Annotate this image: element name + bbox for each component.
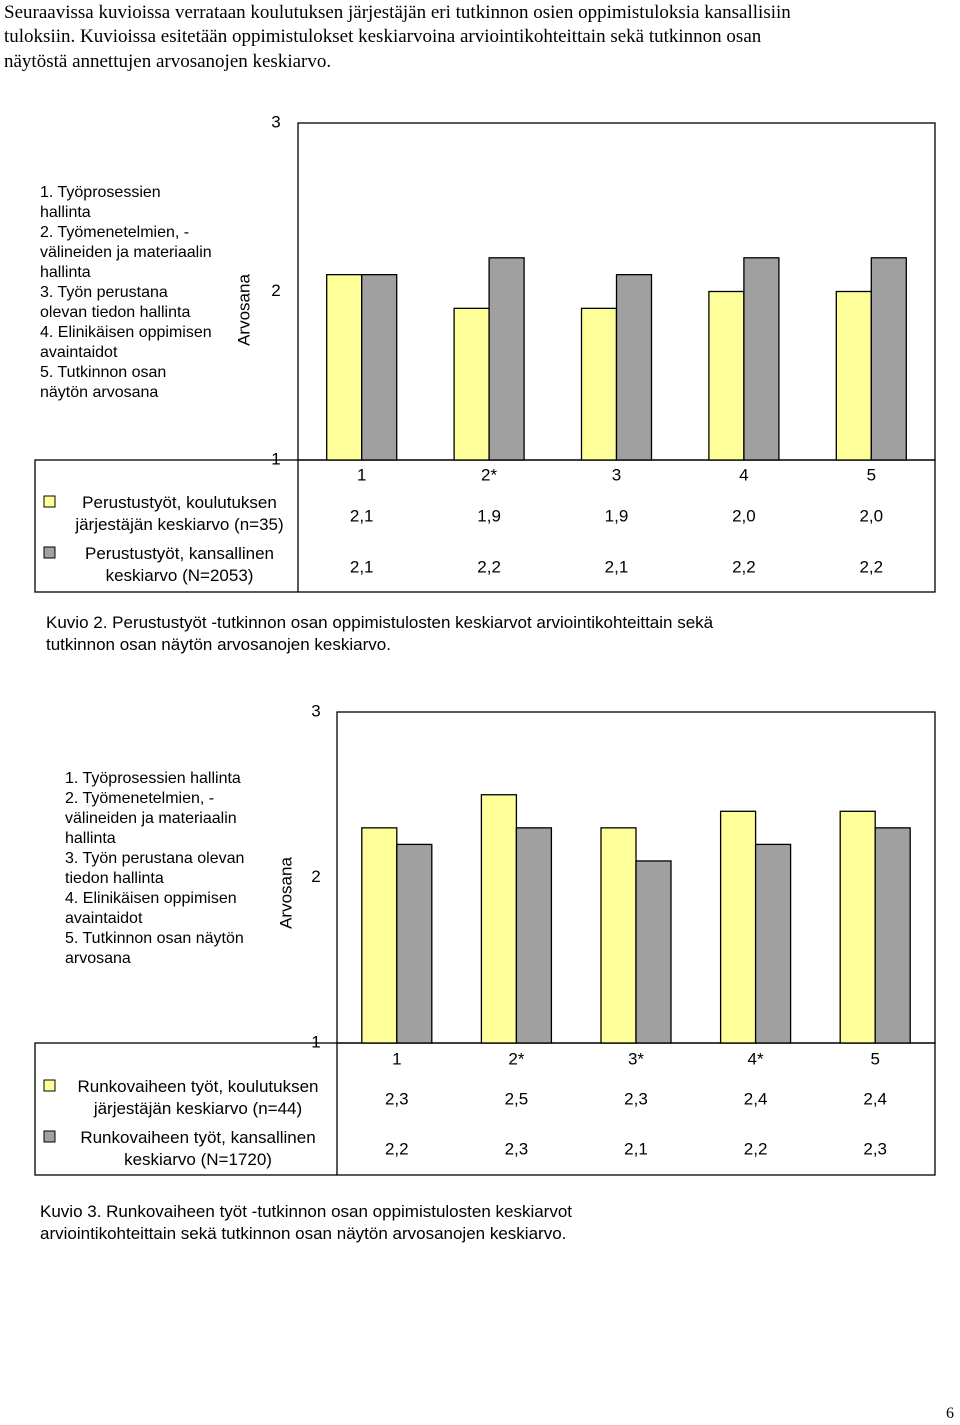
category-label: 5 — [870, 1049, 879, 1068]
value-label: 2,3 — [505, 1139, 529, 1158]
legend-label: Perustustyöt, koulutuksen järjestäjän ke… — [75, 493, 284, 534]
value-label: 2,2 — [732, 557, 756, 576]
bar — [635, 860, 672, 1044]
value-label: 2,2 — [744, 1139, 768, 1158]
intro-line: Seuraavissa kuvioissa verrataan koulutuk… — [4, 2, 791, 23]
bar — [870, 257, 907, 461]
bar — [580, 307, 618, 461]
value-label: 2,3 — [624, 1089, 648, 1108]
category-description: 1. Työprosessien hallinta — [40, 184, 161, 221]
bar — [361, 827, 398, 1044]
legend-swatch — [43, 1130, 56, 1143]
value-label: 2,4 — [744, 1089, 768, 1108]
legend-swatch — [43, 546, 56, 559]
category-label: 2* — [481, 465, 497, 484]
bar — [708, 290, 745, 461]
value-label: 2,3 — [863, 1139, 887, 1158]
value-label: 2,2 — [477, 557, 501, 576]
bar — [600, 827, 637, 1044]
category-label: 5 — [867, 465, 876, 484]
value-label: 2,1 — [624, 1139, 648, 1158]
value-label: 2,4 — [863, 1089, 887, 1108]
bar — [719, 810, 757, 1044]
bar — [453, 307, 490, 461]
category-label: 3 — [612, 465, 621, 484]
bar — [615, 273, 653, 461]
bar — [874, 827, 911, 1044]
category-description: 5. Tutkinnon osan näytön arvosana — [65, 930, 244, 967]
legend-swatch — [43, 1079, 56, 1092]
intro-line: tuloksiin. Kuvioissa esitetään oppimistu… — [4, 26, 762, 47]
category-label: 1 — [357, 465, 366, 484]
y-tick-label: 3 — [271, 112, 280, 131]
value-label: 2,0 — [732, 506, 756, 525]
caption: Kuvio 3. Runkovaiheen työt -tutkinnon os… — [40, 1202, 573, 1243]
value-label: 2,2 — [385, 1139, 409, 1158]
category-descriptions: 1. Työprosessien hallinta 2. Työmenetelmi… — [65, 769, 245, 969]
value-label: 1,9 — [477, 506, 501, 525]
value-label: 2,1 — [350, 557, 374, 576]
category-description: 5. Tutkinnon osan näytön arvosana — [40, 364, 167, 401]
category-description: 2. Työmenetelmien, -välineiden ja materi… — [40, 224, 212, 281]
category-label: 4* — [748, 1049, 764, 1068]
bar — [488, 257, 525, 461]
value-label: 2,1 — [350, 506, 374, 525]
value-label: 2,2 — [859, 557, 883, 576]
bar — [743, 257, 780, 461]
page-number: 6 — [946, 1405, 954, 1422]
category-label: 2* — [508, 1049, 524, 1068]
category-description: 4. Elinikäisen oppimisen avaintaidot — [40, 324, 212, 361]
value-label: 2,5 — [505, 1089, 529, 1108]
bar — [326, 273, 363, 461]
intro-line: näytöstä annettujen arvosanojen keskiarv… — [4, 51, 332, 72]
value-label: 2,0 — [859, 506, 883, 525]
bar — [396, 843, 433, 1044]
category-label: 4 — [739, 465, 748, 484]
category-description: 2. Työmenetelmien, -välineiden ja materi… — [65, 790, 237, 847]
legend-label: Runkovaiheen työt, kansallinen keskiarvo… — [80, 1128, 316, 1169]
legend-label: Runkovaiheen työt, koulutuksen järjestäj… — [77, 1077, 319, 1118]
bar — [480, 794, 518, 1044]
y-tick-label: 3 — [311, 701, 320, 720]
y-axis-label: Arvosana — [234, 274, 253, 346]
caption: Kuvio 2. Perustustyöt -tutkinnon osan op… — [46, 613, 714, 654]
category-description: 3. Työn perustana olevan tiedon hallinta — [65, 850, 245, 887]
y-tick-label: 1 — [271, 449, 280, 468]
legend-swatch — [43, 495, 56, 508]
category-label: 3* — [628, 1049, 644, 1068]
bar — [835, 290, 872, 461]
bar — [515, 827, 553, 1044]
y-tick-label: 2 — [271, 281, 280, 300]
value-label: 2,1 — [605, 557, 629, 576]
y-tick-label: 2 — [311, 867, 320, 886]
bar — [839, 810, 876, 1044]
category-descriptions: 1. Työprosessien hallinta 2. Työmenetelmi… — [40, 183, 215, 403]
bar — [754, 843, 792, 1044]
legend-label: Perustustyöt, kansallinen keskiarvo (N=2… — [85, 544, 274, 585]
y-axis-label: Arvosana — [276, 857, 295, 929]
bar — [361, 273, 398, 461]
category-description: 3. Työn perustana olevan tiedon hallinta — [40, 284, 191, 321]
value-label: 1,9 — [605, 506, 629, 525]
value-label: 2,3 — [385, 1089, 409, 1108]
category-description: 4. Elinikäisen oppimisen avaintaidot — [65, 890, 237, 927]
category-label: 1 — [392, 1049, 401, 1068]
y-tick-label: 1 — [311, 1032, 320, 1051]
category-description: 1. Työprosessien hallinta — [65, 770, 241, 787]
